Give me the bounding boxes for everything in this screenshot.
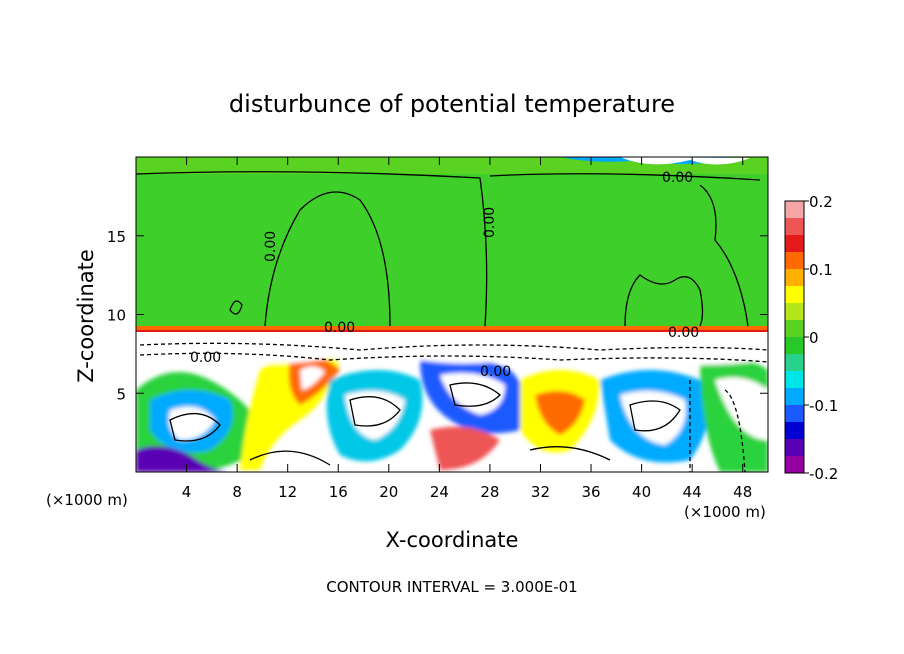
contour-label: 0.00 xyxy=(482,207,498,238)
x-unit-right: (×1000 m) xyxy=(684,503,766,521)
top-strip-white xyxy=(620,157,750,165)
plot-area xyxy=(136,157,768,472)
x-tick-label: 24 xyxy=(430,483,449,501)
colorbar-swatch xyxy=(785,422,804,440)
y-axis: 5 10 15 xyxy=(107,228,768,403)
contour-label: 0.00 xyxy=(480,364,511,380)
interface-band xyxy=(136,326,768,331)
x-tick-label: 12 xyxy=(278,483,297,501)
x-unit-left: (×1000 m) xyxy=(46,491,128,509)
x-axis: 4 8 12 16 20 24 28 32 36 40 44 48 xyxy=(182,157,752,501)
colorbar-tick-label: -0.1 xyxy=(809,397,838,415)
contour-label: 0.00 xyxy=(190,350,221,366)
colorbar-tick-label: 0 xyxy=(809,329,819,347)
y-axis-label: Z-coordinate xyxy=(74,249,98,383)
colorbar-swatch xyxy=(785,320,804,338)
colorbar-tick-label: 0.2 xyxy=(809,193,833,211)
x-tick-label: 20 xyxy=(379,483,398,501)
x-axis-label: X-coordinate xyxy=(386,528,519,552)
colorbar-tick-label: -0.2 xyxy=(809,465,838,483)
colorbar-swatch xyxy=(785,286,804,304)
contour-label-group: 0.00 0.00 0.00 0.00 0.00 0.00 0.00 xyxy=(190,170,699,380)
colorbar-swatch xyxy=(785,218,804,236)
y-tick-label: 5 xyxy=(116,385,126,403)
x-tick-label: 8 xyxy=(232,483,242,501)
x-tick-label: 48 xyxy=(733,483,752,501)
colorbar xyxy=(784,200,805,474)
colorbar-swatch xyxy=(785,456,804,474)
y-tick-label: 15 xyxy=(107,228,126,246)
colorbar-tick-label: 0.1 xyxy=(809,261,833,279)
colorbar-swatch xyxy=(785,252,804,270)
x-tick-label: 32 xyxy=(531,483,550,501)
contour-label: 0.00 xyxy=(263,231,279,262)
colorbar-swatch xyxy=(785,439,804,457)
colorbar-swatch xyxy=(785,303,804,321)
colorbar-swatch xyxy=(785,388,804,406)
lower-blobs xyxy=(136,336,768,472)
contour-lines xyxy=(136,171,768,472)
x-tick-label: 28 xyxy=(480,483,499,501)
contour-label: 0.00 xyxy=(668,325,699,341)
y-tick-label: 10 xyxy=(107,307,126,325)
colorbar-swatch xyxy=(785,269,804,287)
colorbar-swatch xyxy=(785,405,804,423)
contour-label: 0.00 xyxy=(662,170,693,186)
colorbar-swatch xyxy=(785,235,804,253)
colorbar-swatch xyxy=(785,354,804,372)
contour-interval: CONTOUR INTERVAL = 3.000E-01 xyxy=(326,578,577,596)
x-tick-label: 36 xyxy=(581,483,600,501)
contour-label: 0.00 xyxy=(324,320,355,336)
colorbar-ticks: 0.2 0.1 0 -0.1 -0.2 xyxy=(804,193,838,483)
x-tick-label: 16 xyxy=(329,483,348,501)
colorbar-swatch xyxy=(785,337,804,355)
chart-title: disturbunce of potential temperature xyxy=(229,90,675,118)
x-tick-label: 4 xyxy=(182,483,192,501)
x-tick-label: 40 xyxy=(632,483,651,501)
colorbar-swatch xyxy=(785,201,804,219)
x-tick-label: 44 xyxy=(683,483,702,501)
upper-domain-field xyxy=(136,157,768,332)
colorbar-swatch xyxy=(785,371,804,389)
